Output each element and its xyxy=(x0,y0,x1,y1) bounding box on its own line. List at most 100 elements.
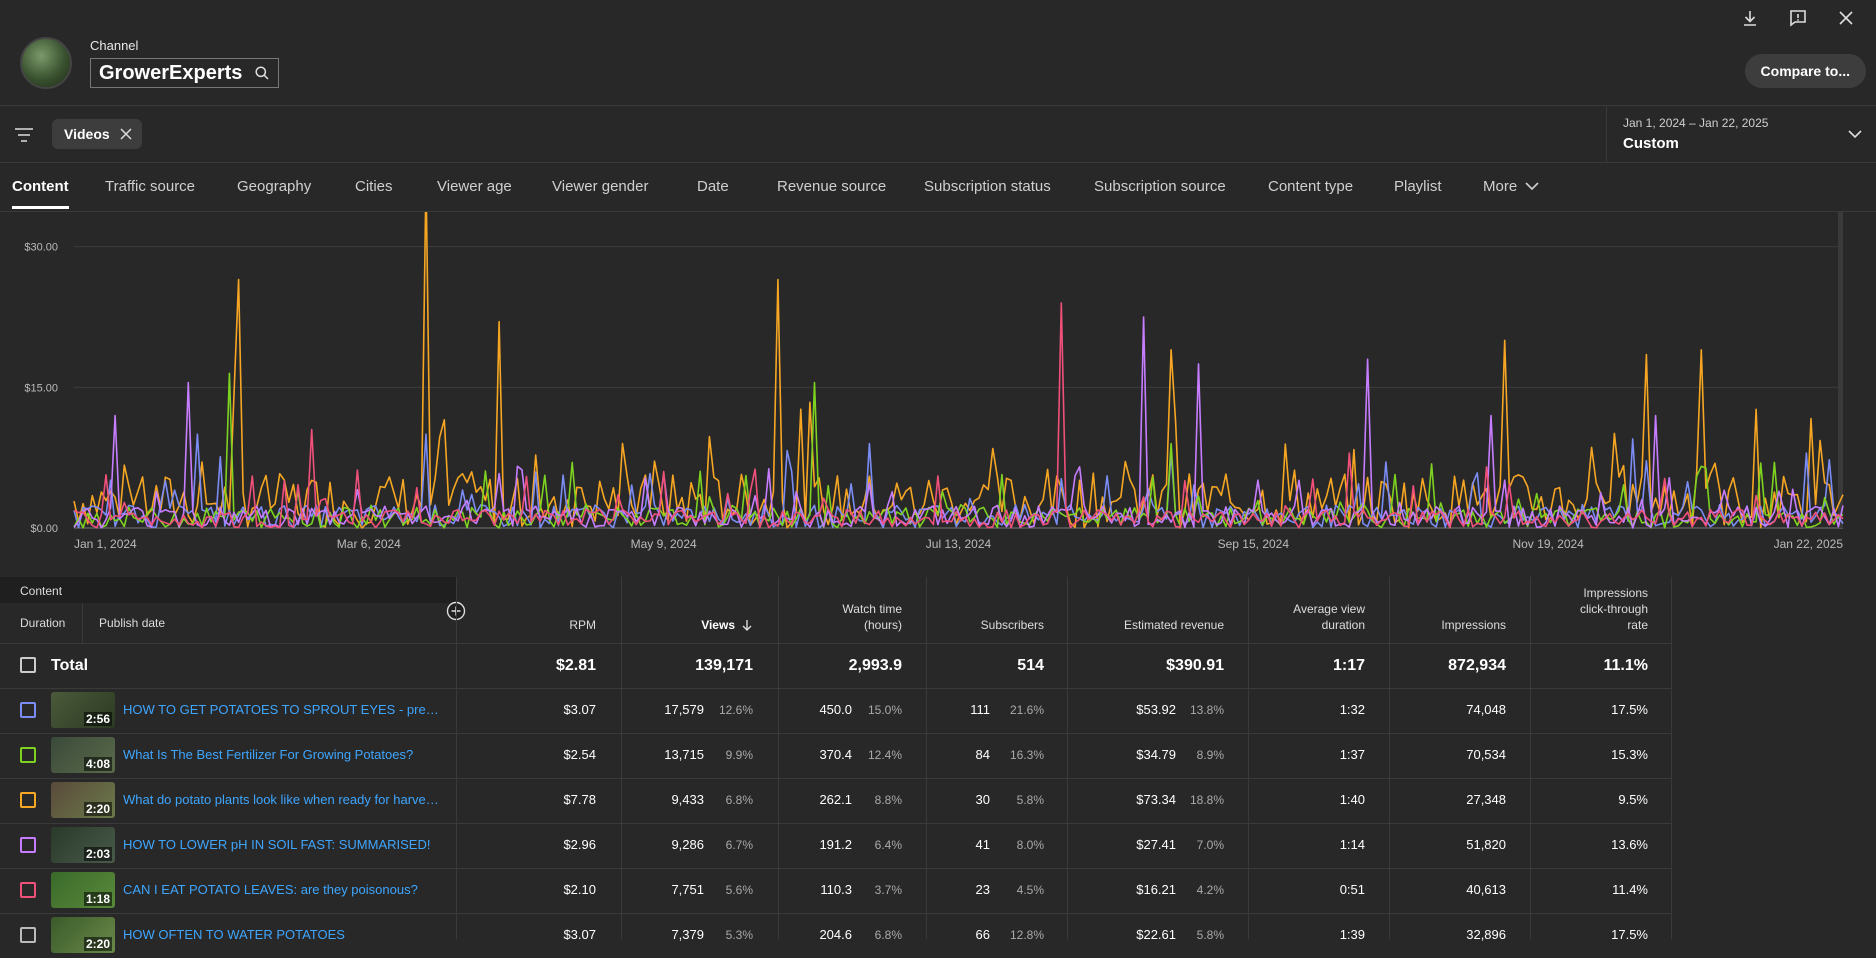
cell-rpm: $3.07 xyxy=(563,702,596,717)
tab-date[interactable]: Date xyxy=(697,178,729,195)
cell-views-pct: 6.7% xyxy=(725,838,753,852)
feedback-icon[interactable] xyxy=(1786,6,1810,30)
column-divider xyxy=(926,577,927,939)
row-divider xyxy=(0,868,1672,869)
channel-label: Channel xyxy=(90,38,139,53)
cell-views: 9,286 xyxy=(671,837,704,852)
cell-views: 7,379 xyxy=(671,927,704,942)
tab-geography[interactable]: Geography xyxy=(237,178,312,195)
top-actions xyxy=(1738,6,1858,30)
close-icon[interactable] xyxy=(1834,6,1858,30)
video-title-link[interactable]: CAN I EAT POTATO LEAVES: are they poison… xyxy=(123,882,418,897)
video-thumbnail[interactable]: 2:20 xyxy=(51,917,115,953)
cell-ctr: 17.5% xyxy=(1611,702,1648,717)
filter-chip-videos[interactable]: Videos xyxy=(52,119,142,149)
cell-watch-time: 204.6 xyxy=(819,927,852,942)
video-title-link[interactable]: What do potato plants look like when rea… xyxy=(123,792,443,807)
cell-avd: 1:14 xyxy=(1339,837,1365,852)
video-duration: 2:20 xyxy=(83,802,112,816)
cell-subscribers: 84 xyxy=(975,747,990,762)
cell-watch-time: 370.4 xyxy=(819,747,852,762)
cell-avd: 0:51 xyxy=(1339,882,1365,897)
table-row: 4:08 What Is The Best Fertilizer For Grow… xyxy=(0,733,1672,778)
y-tick-label: $15.00 xyxy=(24,382,58,394)
video-title-link[interactable]: HOW TO LOWER pH IN SOIL FAST: SUMMARISED… xyxy=(123,837,431,852)
row-checkbox[interactable] xyxy=(20,792,36,808)
cell-rpm: $2.10 xyxy=(563,882,596,897)
download-icon[interactable] xyxy=(1738,6,1762,30)
video-title-link[interactable]: HOW TO GET POTATOES TO SPROUT EYES - pre… xyxy=(123,702,443,717)
cell-views: 13,715 xyxy=(664,747,704,762)
tab-viewer-gender[interactable]: Viewer gender xyxy=(552,178,649,195)
col-header-impressions[interactable]: Impressions xyxy=(1441,618,1506,632)
col-header-avd[interactable]: Average view duration xyxy=(1248,577,1365,643)
cell-revenue: $53.92 xyxy=(1136,702,1176,717)
filter-icon[interactable] xyxy=(14,127,34,143)
col-header-subscribers[interactable]: Subscribers xyxy=(980,618,1044,632)
col-header-ctr[interactable]: Impressions click-through rate xyxy=(1530,577,1648,643)
cell-subscribers-pct: 12.8% xyxy=(1009,928,1044,942)
x-tick-label: Jan 1, 2024 xyxy=(74,537,137,551)
col-header-avd-label: Average view duration xyxy=(1293,602,1365,632)
cell-watch-pct: 15.0% xyxy=(867,703,902,717)
video-thumbnail[interactable]: 2:56 xyxy=(51,692,115,728)
series-line xyxy=(73,316,1844,529)
cell-rpm: $3.07 xyxy=(563,927,596,942)
row-checkbox[interactable] xyxy=(20,927,36,943)
x-tick-label: Mar 6, 2024 xyxy=(337,537,401,551)
video-duration: 2:56 xyxy=(83,712,112,726)
content-table: Content Duration Publish date RPM Views … xyxy=(0,577,1876,953)
col-header-watch-time[interactable]: Watch time (hours) xyxy=(778,577,902,643)
video-title-link[interactable]: HOW OFTEN TO WATER POTATOES xyxy=(123,927,345,942)
tab-subscription-status[interactable]: Subscription status xyxy=(924,178,1051,195)
video-thumbnail[interactable]: 2:03 xyxy=(51,827,115,863)
cell-impressions: 51,820 xyxy=(1466,837,1506,852)
total-checkbox[interactable] xyxy=(20,657,36,673)
row-checkbox[interactable] xyxy=(20,882,36,898)
date-preset-label: Custom xyxy=(1623,135,1679,152)
tab-content[interactable]: Content xyxy=(12,178,69,209)
video-thumbnail[interactable]: 1:18 xyxy=(51,872,115,908)
filter-bar: Videos Jan 1, 2024 – Jan 22, 2025 Custom xyxy=(0,107,1876,163)
tab-revenue-source[interactable]: Revenue source xyxy=(777,178,887,195)
channel-selector[interactable]: GrowerExperts xyxy=(90,58,280,88)
tab-more[interactable]: More xyxy=(1483,178,1539,195)
x-tick-label: Nov 19, 2024 xyxy=(1512,537,1584,551)
remove-filter-icon[interactable] xyxy=(120,128,132,140)
compare-button[interactable]: Compare to... xyxy=(1744,54,1866,88)
cell-impressions: 27,348 xyxy=(1466,792,1506,807)
search-icon[interactable] xyxy=(255,66,269,80)
row-divider xyxy=(0,913,1672,914)
video-thumbnail[interactable]: 2:20 xyxy=(51,782,115,818)
tab-playlist[interactable]: Playlist xyxy=(1394,178,1442,195)
filter-chip-label: Videos xyxy=(64,126,110,142)
table-row: 2:03 HOW TO LOWER pH IN SOIL FAST: SUMMAR… xyxy=(0,823,1672,868)
video-title-link[interactable]: What Is The Best Fertilizer For Growing … xyxy=(123,747,414,762)
col-header-rpm[interactable]: RPM xyxy=(569,618,596,632)
video-thumbnail[interactable]: 4:08 xyxy=(51,737,115,773)
cell-subscribers-pct: 16.3% xyxy=(1009,748,1044,762)
row-divider xyxy=(0,688,1672,689)
tab-subscription-source[interactable]: Subscription source xyxy=(1094,178,1226,195)
row-checkbox[interactable] xyxy=(20,747,36,763)
publish-date-header[interactable]: Publish date xyxy=(99,616,166,630)
channel-name: GrowerExperts xyxy=(99,62,243,84)
tab-viewer-age[interactable]: Viewer age xyxy=(437,178,512,195)
tab-cities[interactable]: Cities xyxy=(355,178,393,195)
series-line xyxy=(73,433,1844,529)
cell-avd: 1:32 xyxy=(1339,702,1365,717)
row-checkbox[interactable] xyxy=(20,702,36,718)
cell-revenue-pct: 5.8% xyxy=(1196,928,1224,942)
tab-traffic-source[interactable]: Traffic source xyxy=(105,178,196,195)
table-row: 1:18 CAN I EAT POTATO LEAVES: are they po… xyxy=(0,868,1672,913)
date-range-picker[interactable]: Jan 1, 2024 – Jan 22, 2025 Custom xyxy=(1606,107,1876,163)
cell-avd: 1:40 xyxy=(1339,792,1365,807)
col-header-views[interactable]: Views xyxy=(621,577,753,643)
cell-impressions: 40,613 xyxy=(1466,882,1506,897)
cell-watch-time: 191.2 xyxy=(819,837,852,852)
duration-header[interactable]: Duration xyxy=(20,616,66,630)
total-subscribers: 514 xyxy=(1017,657,1044,674)
row-checkbox[interactable] xyxy=(20,837,36,853)
col-header-revenue[interactable]: Estimated revenue xyxy=(1123,618,1224,632)
tab-content-type[interactable]: Content type xyxy=(1268,178,1354,195)
